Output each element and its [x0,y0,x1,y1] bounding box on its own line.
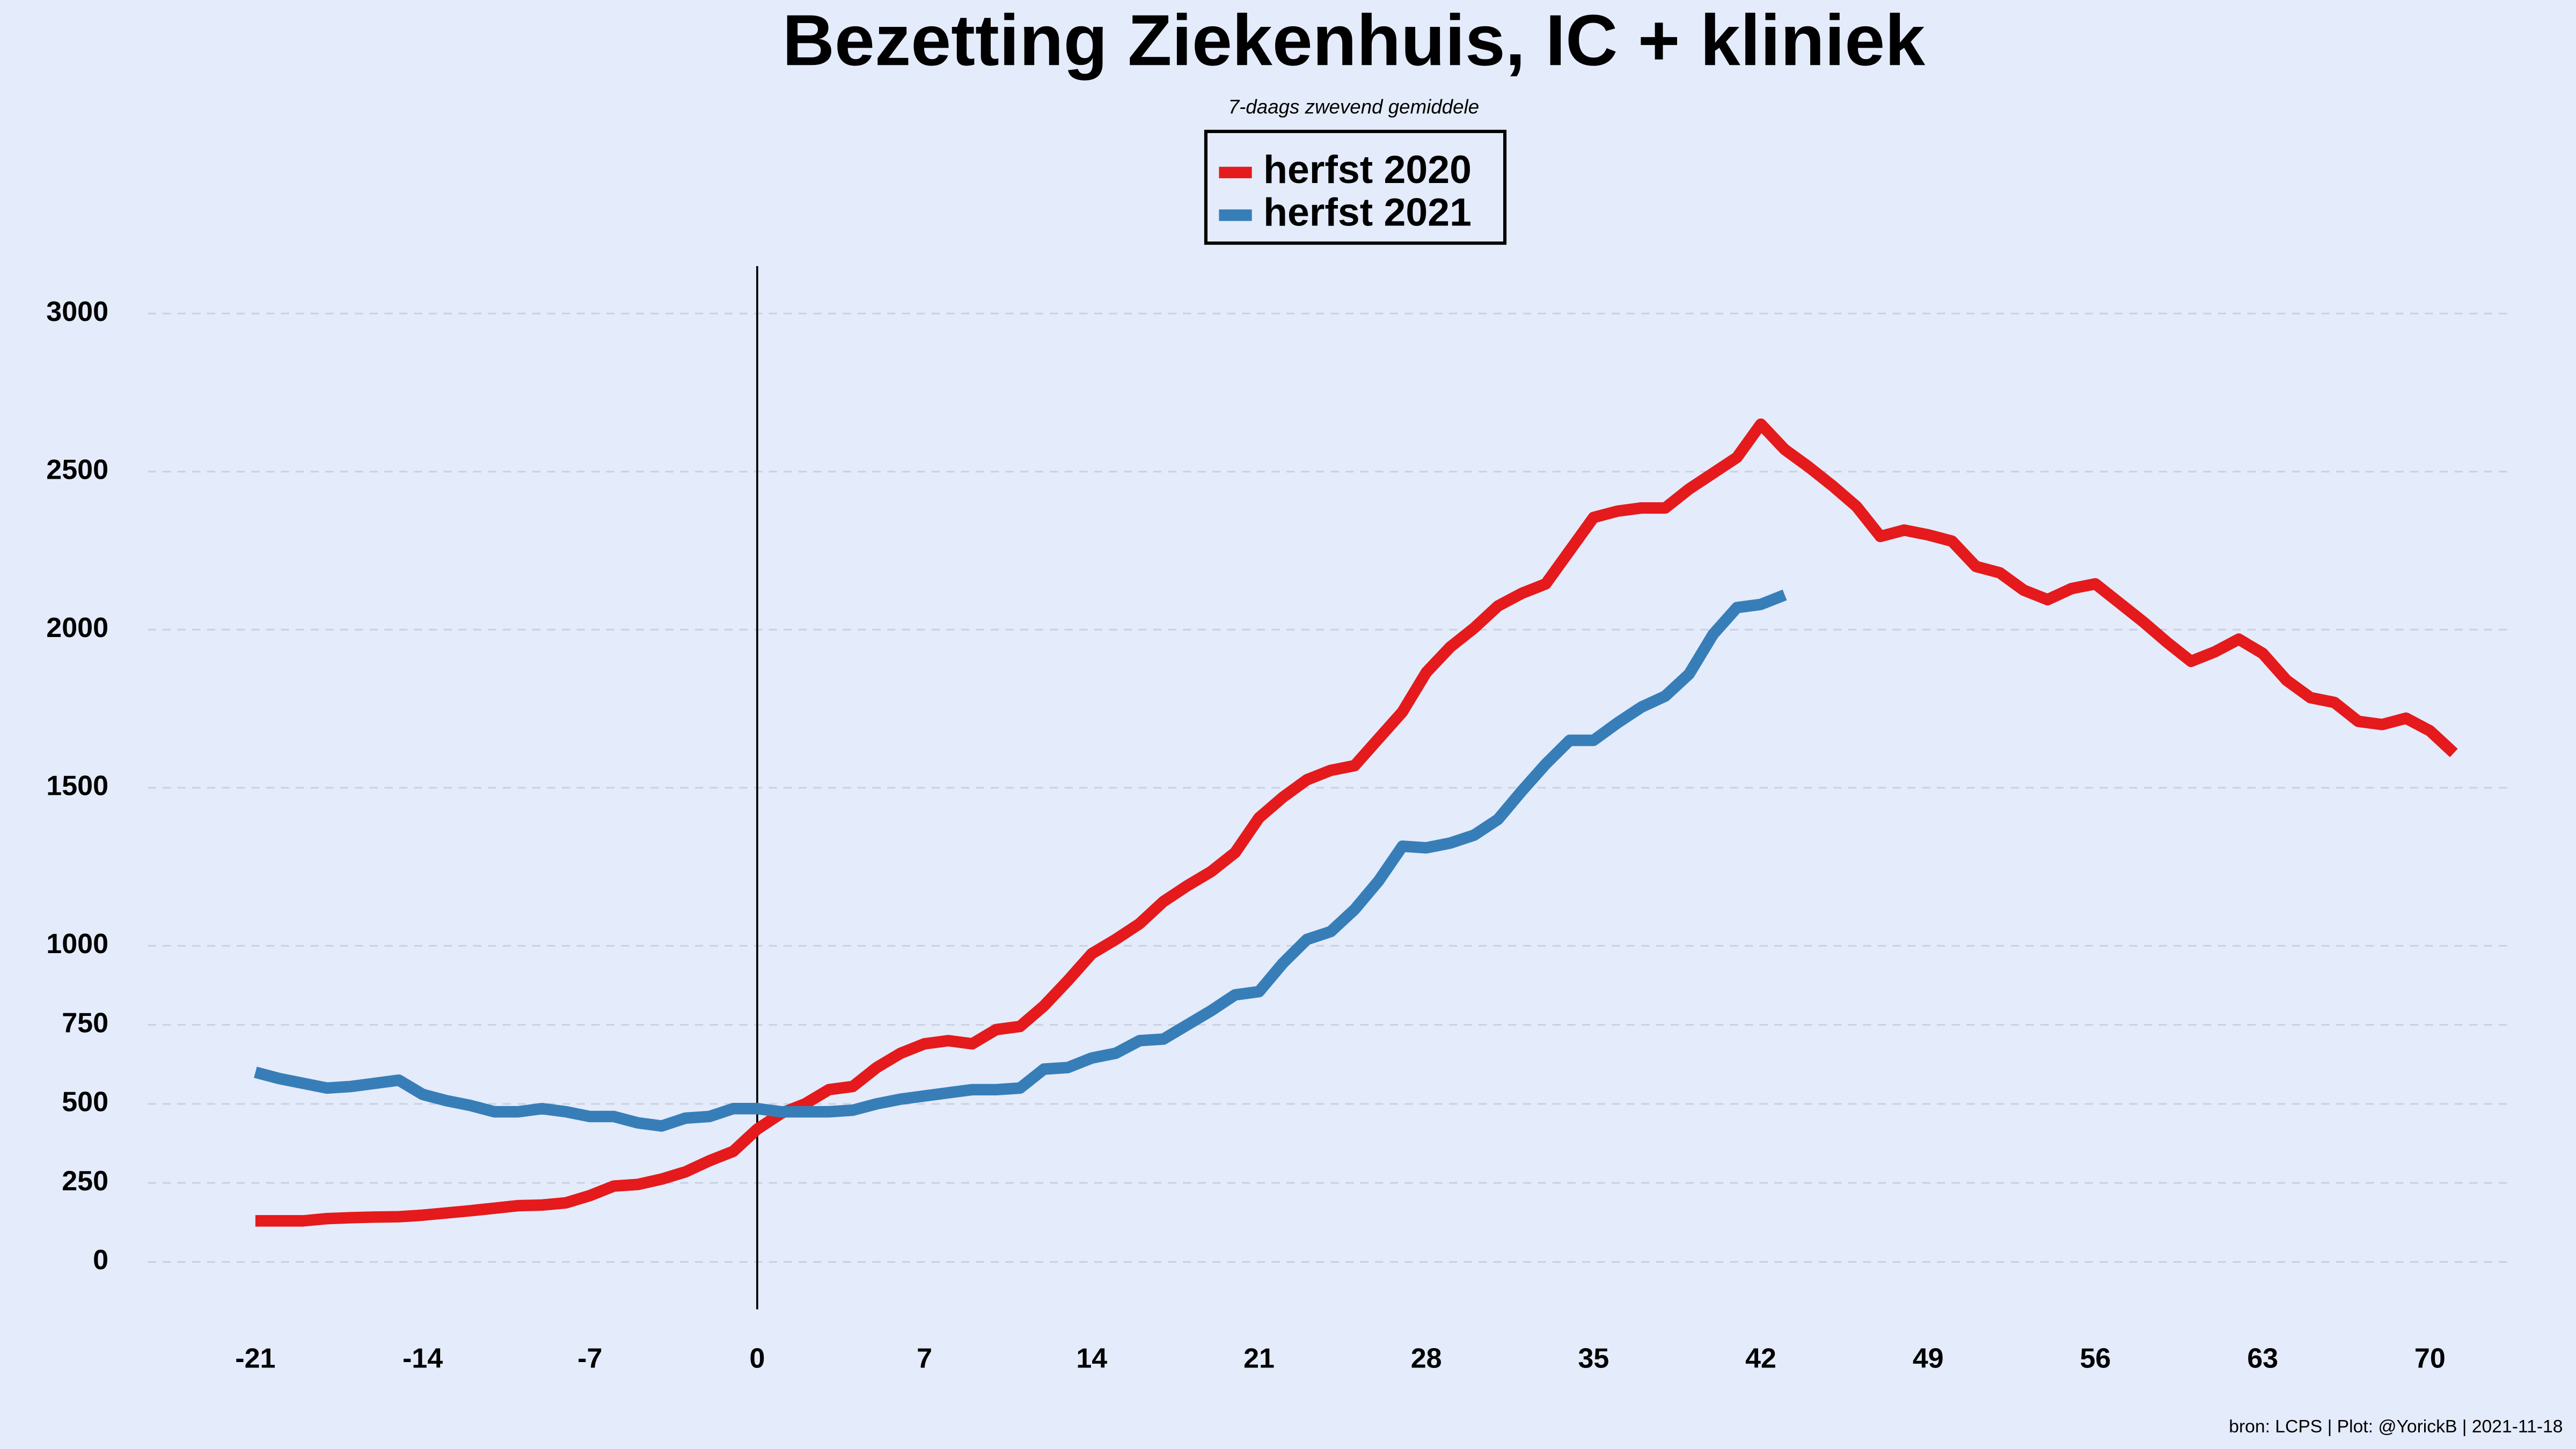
x-tick-label: 63 [2247,1343,2278,1374]
x-tick-label: -14 [402,1343,443,1374]
caption: bron: LCPS | Plot: @YorickB | 2021-11-18 [2229,1417,2563,1437]
y-tick-label: 250 [62,1166,108,1197]
data-line [254,589,1787,1132]
chart-title: Bezetting Ziekenhuis, IC + kliniek [782,0,1926,80]
x-tick-label: -7 [577,1343,602,1374]
y-tick-label: 750 [62,1007,108,1038]
x-tick-label: 35 [1578,1343,1609,1374]
y-tick-label: 2500 [46,455,108,486]
y-tick-label: 500 [62,1087,108,1118]
x-tick-label: -21 [235,1343,275,1374]
x-tick-label: 21 [1243,1343,1275,1374]
data-line [255,418,2458,1227]
x-tick-label: 28 [1411,1343,1442,1374]
y-tick-label: 0 [93,1245,108,1276]
legend-box [1204,129,1507,245]
y-tick-label: 1500 [46,771,108,802]
x-tick-label: 42 [1745,1343,1776,1374]
legend-label: herfst 2021 [1263,189,1472,234]
x-tick-label: 0 [749,1343,765,1374]
x-tick-label: 14 [1076,1343,1107,1374]
x-tick-label: 7 [917,1343,932,1374]
legend-label: herfst 2020 [1263,147,1472,192]
x-tick-label: 70 [2414,1343,2446,1374]
y-tick-label: 3000 [46,296,108,327]
x-tick-label: 49 [1913,1343,1944,1374]
x-tick-label: 56 [2080,1343,2111,1374]
y-tick-label: 1000 [46,928,108,960]
y-tick-label: 2000 [46,612,108,643]
chart-subtitle: 7-daags zwevend gemiddele [1228,96,1479,118]
